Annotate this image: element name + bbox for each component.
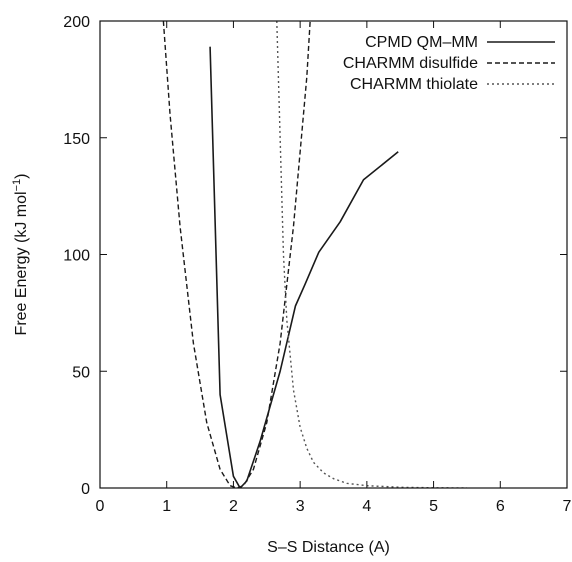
y-tick-label-0: 0 xyxy=(81,481,90,498)
y-tick-label-4: 200 xyxy=(63,14,90,31)
plot-area xyxy=(162,21,467,488)
y-axis-title-main: Free Energy (kJ mol xyxy=(13,191,30,335)
y-axis-title-close: ) xyxy=(13,174,30,179)
axes: 0 1 2 3 4 5 6 7 0 50 100 150 200 S–S Distance (A) Free… xyxy=(11,14,572,556)
legend-label-1: CHARMM disulfide xyxy=(343,55,478,72)
series-line-2 xyxy=(276,21,467,488)
x-tick-label-5: 5 xyxy=(429,498,438,515)
series-line-1 xyxy=(162,21,311,488)
series-line-0 xyxy=(209,46,399,488)
legend-label-0: CPMD QM–MM xyxy=(365,34,478,51)
x-tick-label-0: 0 xyxy=(96,498,105,515)
legend: CPMD QM–MM CHARMM disulfide CHARMM thiolat… xyxy=(343,34,555,93)
plot-frame xyxy=(99,20,568,489)
x-tick-label-2: 2 xyxy=(229,498,238,515)
series-group xyxy=(162,21,467,488)
x-tick-label-6: 6 xyxy=(496,498,505,515)
y-axis-title: Free Energy (kJ mol−1) xyxy=(11,174,30,336)
x-tick-label-3: 3 xyxy=(296,498,305,515)
x-tick-label-7: 7 xyxy=(563,498,572,515)
y-axis-title-superscript: −1 xyxy=(11,179,23,192)
x-tick-label-4: 4 xyxy=(362,498,371,515)
y-tick-label-2: 100 xyxy=(63,248,90,265)
y-tick-label-3: 150 xyxy=(63,131,90,148)
x-tick-label-1: 1 xyxy=(162,498,171,515)
legend-label-2: CHARMM thiolate xyxy=(350,76,478,93)
y-tick-label-1: 50 xyxy=(72,364,90,381)
x-axis-title: S–S Distance (A) xyxy=(267,539,390,556)
